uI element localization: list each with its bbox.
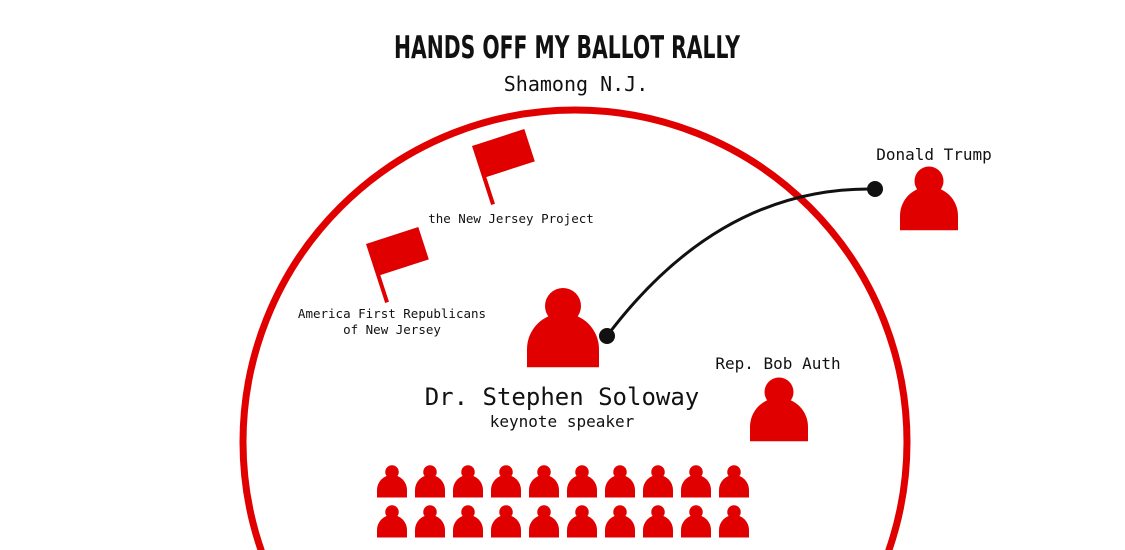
remote-person-name: Donald Trump — [876, 145, 992, 164]
group-label-america-first: America First Republicans — [298, 306, 486, 321]
venue-circle — [239, 106, 911, 550]
person-icon — [750, 377, 808, 442]
person-icon — [719, 505, 749, 538]
audience-group — [377, 465, 749, 538]
person-icon — [605, 505, 635, 538]
person-icon — [529, 465, 559, 498]
person-icon — [567, 505, 597, 538]
flag-icon — [366, 227, 429, 303]
guest-person-name: Rep. Bob Auth — [715, 354, 840, 373]
person-icon — [491, 465, 521, 498]
keynote-role: keynote speaker — [490, 412, 635, 431]
person-icon — [643, 505, 673, 538]
person-icon — [900, 166, 958, 231]
person-icon — [681, 505, 711, 538]
connection-line — [605, 187, 876, 337]
person-icon — [415, 465, 445, 498]
person-icon — [719, 465, 749, 498]
person-icon — [527, 288, 599, 368]
group-label-nj-project: the New Jersey Project — [428, 211, 594, 226]
person-icon — [491, 505, 521, 538]
person-icon — [453, 505, 483, 538]
flag-icon — [472, 129, 535, 205]
keynote-name: Dr. Stephen Soloway — [425, 383, 700, 411]
connection-endpoint-start — [599, 328, 615, 344]
person-icon — [643, 465, 673, 498]
person-icon — [567, 465, 597, 498]
person-icon — [681, 465, 711, 498]
person-icon — [377, 465, 407, 498]
page-title: HANDS OFF MY BALLOT RALLY — [394, 30, 740, 66]
person-icon — [415, 505, 445, 538]
person-icon — [529, 505, 559, 538]
person-icon — [377, 505, 407, 538]
group-label-america-first-line2: of New Jersey — [343, 322, 441, 337]
person-icon — [453, 465, 483, 498]
person-icon — [605, 465, 635, 498]
page-subtitle: Shamong N.J. — [504, 72, 649, 96]
connection-endpoint-end — [867, 181, 883, 197]
